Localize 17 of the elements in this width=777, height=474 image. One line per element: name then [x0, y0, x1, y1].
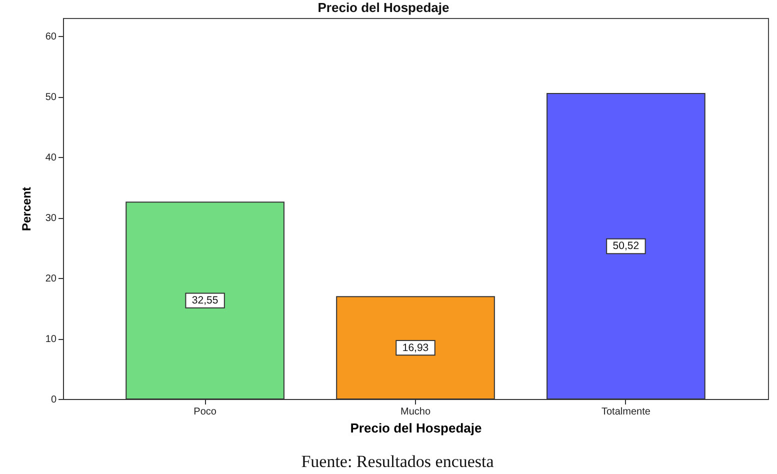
y-tick-label: 20 — [45, 274, 57, 285]
x-tick-label: Totalmente — [601, 406, 651, 418]
source-note: Fuente: Resultados encuesta — [301, 452, 494, 471]
data-label: 32,55 — [192, 294, 218, 307]
data-label: 50,52 — [612, 240, 640, 252]
data-label: 16,93 — [402, 342, 429, 354]
y-tick-label: 40 — [45, 152, 57, 164]
x-tick-label: Poco — [194, 406, 217, 418]
x-tick-label: Mucho — [400, 406, 431, 418]
x-axis-title: Precio del Hospedaje — [350, 420, 482, 436]
y-tick-label: 50 — [45, 92, 57, 104]
chart-title: Precio del Hospedaje — [318, 0, 450, 15]
y-tick-label: 0 — [50, 394, 57, 406]
y-axis-title: Percent — [19, 186, 34, 232]
y-tick-label: 10 — [45, 334, 57, 346]
y-tick-label: 60 — [45, 32, 57, 43]
y-tick-label: 30 — [45, 213, 57, 224]
